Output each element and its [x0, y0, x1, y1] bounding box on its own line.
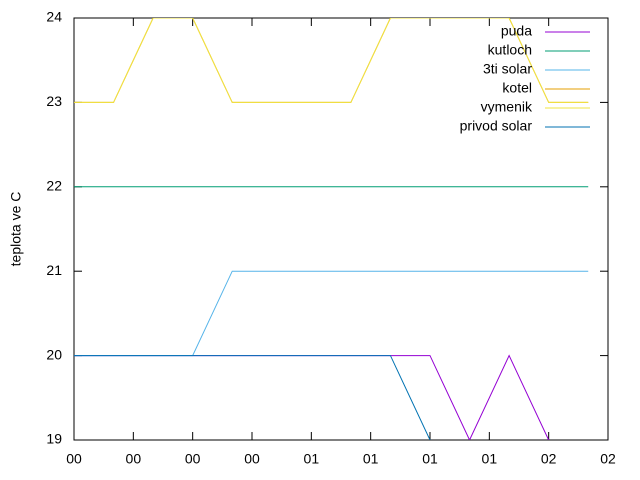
x-tick-label: 02	[600, 451, 616, 467]
x-tick-label: 00	[126, 451, 142, 467]
legend-label: kutloch	[488, 42, 532, 58]
series-line	[74, 354, 550, 440]
y-tick-label: 23	[46, 93, 62, 109]
x-tick-label: 00	[66, 451, 82, 467]
series-line	[74, 18, 589, 103]
x-tick-label: 02	[541, 451, 557, 467]
y-tick-label: 20	[46, 346, 62, 362]
legend-label: kotel	[502, 80, 532, 96]
y-axis-label: teplota ve C	[8, 192, 24, 267]
x-tick-label: 01	[363, 451, 379, 467]
y-tick-label: 21	[46, 262, 62, 278]
y-tick-label: 22	[46, 178, 62, 194]
x-tick-label: 01	[482, 451, 498, 467]
x-tick-label: 01	[304, 451, 320, 467]
series-line	[74, 270, 589, 357]
plot-border	[73, 17, 609, 441]
legend-label: 3ti solar	[483, 61, 532, 77]
legend-label: vymenik	[481, 99, 533, 115]
y-tick-label: 19	[46, 431, 62, 447]
legend-label: privod solar	[460, 118, 533, 134]
plot-area	[74, 18, 589, 440]
x-tick-label: 00	[244, 451, 260, 467]
x-tick-label: 00	[185, 451, 201, 467]
legend-label: puda	[501, 23, 532, 39]
x-tick-label: 01	[422, 451, 438, 467]
y-tick-label: 24	[46, 9, 62, 25]
series-line	[74, 355, 431, 440]
